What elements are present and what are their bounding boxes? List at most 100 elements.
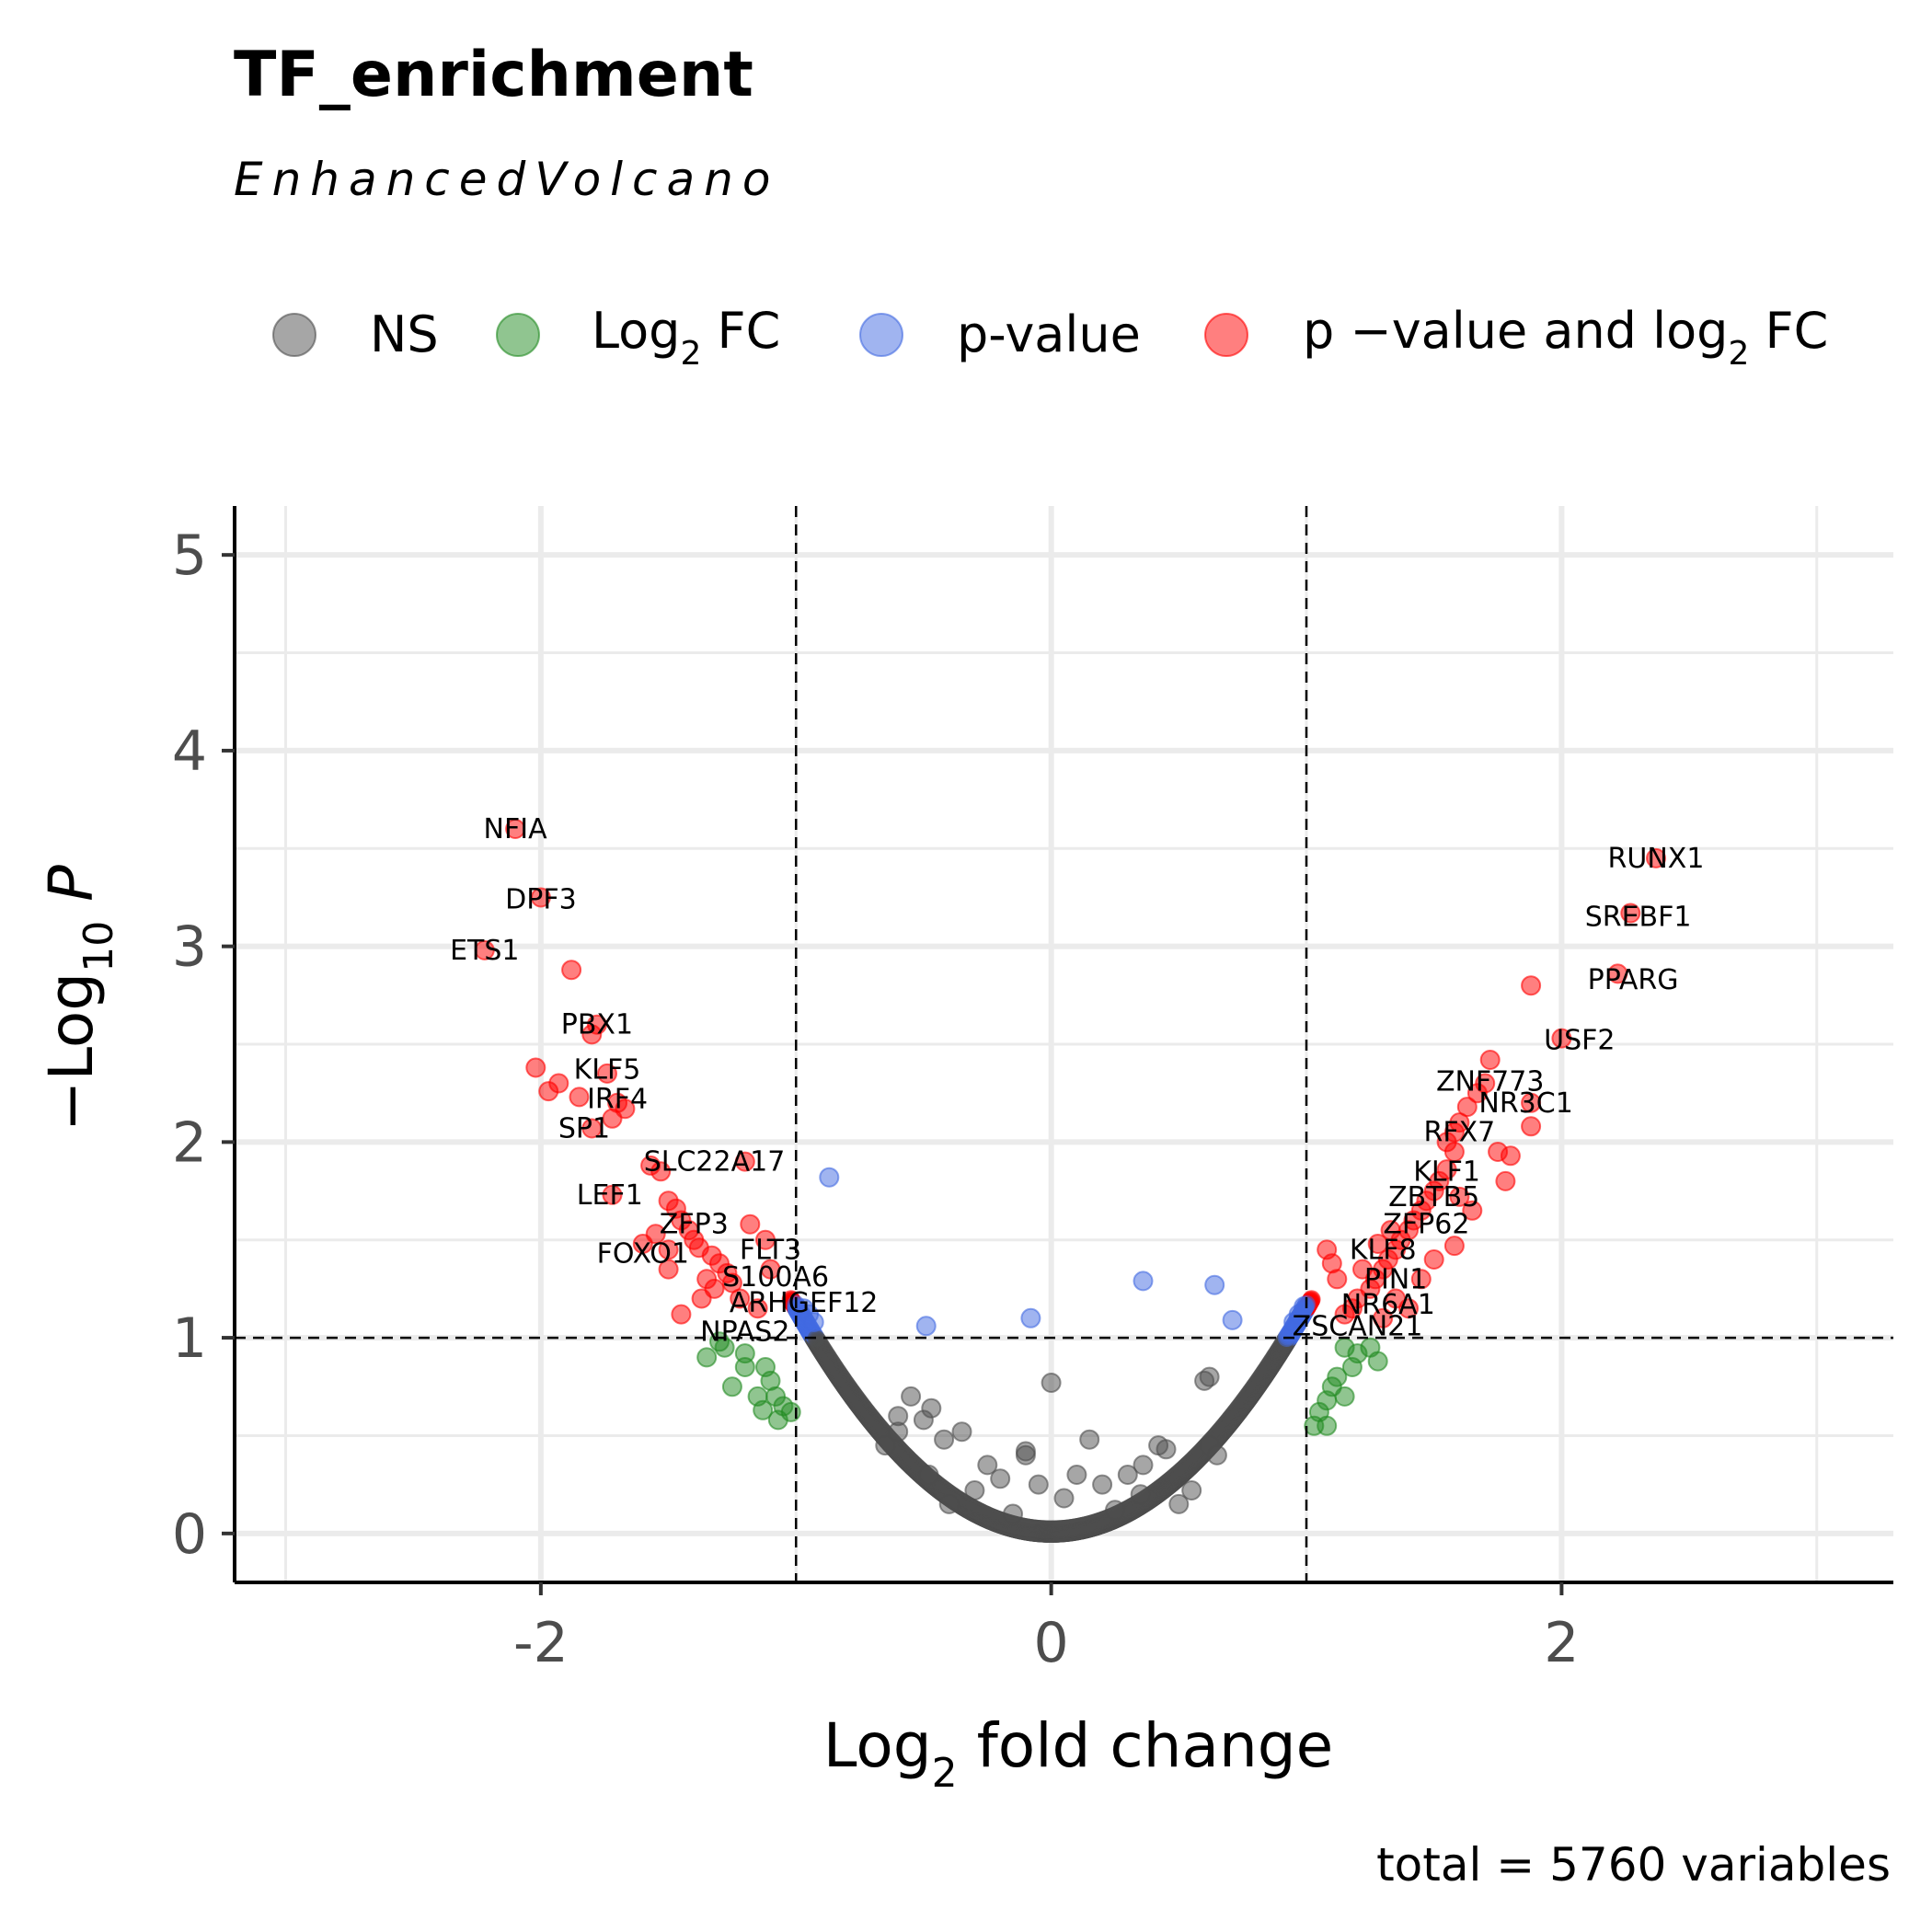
point-both <box>1373 1307 1394 1328</box>
gene-label: FOXO1 <box>597 1238 689 1271</box>
point-ns <box>938 1493 960 1514</box>
point-both <box>530 887 551 908</box>
y-tick-label: 0 <box>172 1502 207 1567</box>
point-ns <box>901 1386 922 1407</box>
point-ns <box>1117 1465 1138 1485</box>
legend: NS Log2 FC p-value p −value and log2 FC <box>272 302 1828 373</box>
legend-label-ns: NS <box>370 305 439 363</box>
point-both <box>650 1161 672 1182</box>
gene-label: SP1 <box>558 1113 610 1145</box>
point-fc <box>1360 1337 1381 1358</box>
point-both <box>1367 1234 1388 1254</box>
point-ns <box>1133 1455 1154 1476</box>
caption: total = 5760 variables <box>1376 1838 1891 1892</box>
gene-label: NFIA <box>484 813 548 845</box>
gene-label: ETS1 <box>450 935 519 967</box>
point-both <box>658 1259 679 1280</box>
point-both <box>1466 1083 1488 1104</box>
point-both <box>1449 1186 1470 1207</box>
point-ns <box>1066 1465 1087 1485</box>
point-ns <box>990 1468 1011 1489</box>
gene-label: PPARG <box>1588 964 1679 996</box>
point-both <box>730 1288 751 1309</box>
point-ns <box>888 1421 909 1443</box>
point-both <box>474 939 495 960</box>
point-ns <box>1206 1444 1227 1466</box>
point-both <box>1521 1116 1542 1137</box>
gene-label: ZSCAN21 <box>1293 1310 1423 1342</box>
gene-label: PBX1 <box>561 1009 633 1041</box>
x-tick-label: -2 <box>513 1611 569 1675</box>
point-p <box>1133 1271 1154 1292</box>
y-tick-label: 4 <box>172 719 207 784</box>
point-ns <box>1181 1480 1202 1501</box>
point-both <box>691 1288 712 1309</box>
point-ns <box>1053 1488 1075 1509</box>
point-both <box>658 1239 679 1260</box>
legend-marker-pvalue-and-log2fc <box>1204 313 1248 357</box>
legend-marker-pvalue <box>859 313 903 357</box>
point-p <box>1222 1309 1243 1330</box>
gene-label: S100A6 <box>722 1261 829 1294</box>
x-tick-label: 2 <box>1544 1611 1579 1675</box>
point-fc <box>734 1357 755 1377</box>
point-both <box>632 1234 653 1254</box>
point-ns <box>934 1429 955 1450</box>
point-both <box>602 1108 623 1129</box>
point-ns <box>1168 1493 1190 1514</box>
legend-label-log2fc: Log2 FC <box>592 302 780 373</box>
point-p <box>819 1167 840 1188</box>
legend-label-pvalue: p-value <box>957 305 1141 363</box>
point-both <box>1521 1092 1542 1113</box>
point-both <box>602 1184 623 1205</box>
point-both <box>696 1269 718 1290</box>
point-both <box>1352 1259 1373 1280</box>
gene-label: NR3C1 <box>1478 1087 1572 1120</box>
point-both <box>1423 1249 1444 1270</box>
gene-label: PIN1 <box>1364 1263 1427 1295</box>
point-ns <box>1015 1444 1036 1466</box>
point-ns <box>913 1409 934 1431</box>
point-ns <box>1003 1503 1023 1524</box>
y-axis-title: −Log10 P <box>36 865 122 1132</box>
gene-label: KLF1 <box>1413 1156 1480 1188</box>
point-both <box>1495 1170 1516 1191</box>
ns-point-band <box>781 1290 1321 1543</box>
point-both <box>740 1213 761 1235</box>
chart-subtitle: EnhancedVolcano <box>234 153 779 206</box>
point-both <box>597 1063 617 1084</box>
point-ns <box>977 1455 998 1476</box>
point-both <box>1521 975 1542 996</box>
x-axis-title: Log2 fold change <box>823 1710 1334 1797</box>
gene-label: USF2 <box>1544 1025 1615 1057</box>
point-fc <box>1317 1415 1338 1436</box>
point-both <box>538 1081 559 1102</box>
point-p <box>915 1316 937 1337</box>
y-tick-label: 2 <box>172 1110 207 1175</box>
point-both <box>760 1259 781 1280</box>
point-both <box>581 1024 603 1045</box>
point-ns <box>964 1480 985 1501</box>
point-ns <box>1079 1429 1100 1450</box>
point-both <box>525 1057 546 1078</box>
point-both <box>747 1298 768 1319</box>
point-both <box>755 1229 776 1250</box>
point-ns <box>1156 1439 1177 1460</box>
point-both <box>581 1118 603 1139</box>
point-fc <box>780 1401 801 1422</box>
gene-label: ZFP62 <box>1383 1209 1469 1241</box>
point-p <box>1283 1312 1305 1333</box>
chart-title: TF_enrichment <box>234 39 753 111</box>
y-tick-label: 1 <box>172 1306 207 1371</box>
gene-label: RFX7 <box>1424 1117 1496 1149</box>
axes: -2 0 2 0 1 2 3 4 5 <box>172 506 1893 1675</box>
gene-label: SLC22A17 <box>644 1146 786 1179</box>
gene-label: NR6A1 <box>1341 1289 1435 1321</box>
point-both <box>671 1304 692 1325</box>
cutoff-lines <box>235 506 1893 1582</box>
point-both <box>1386 1288 1407 1309</box>
point-fc <box>696 1347 718 1368</box>
point-ns <box>1092 1474 1113 1495</box>
